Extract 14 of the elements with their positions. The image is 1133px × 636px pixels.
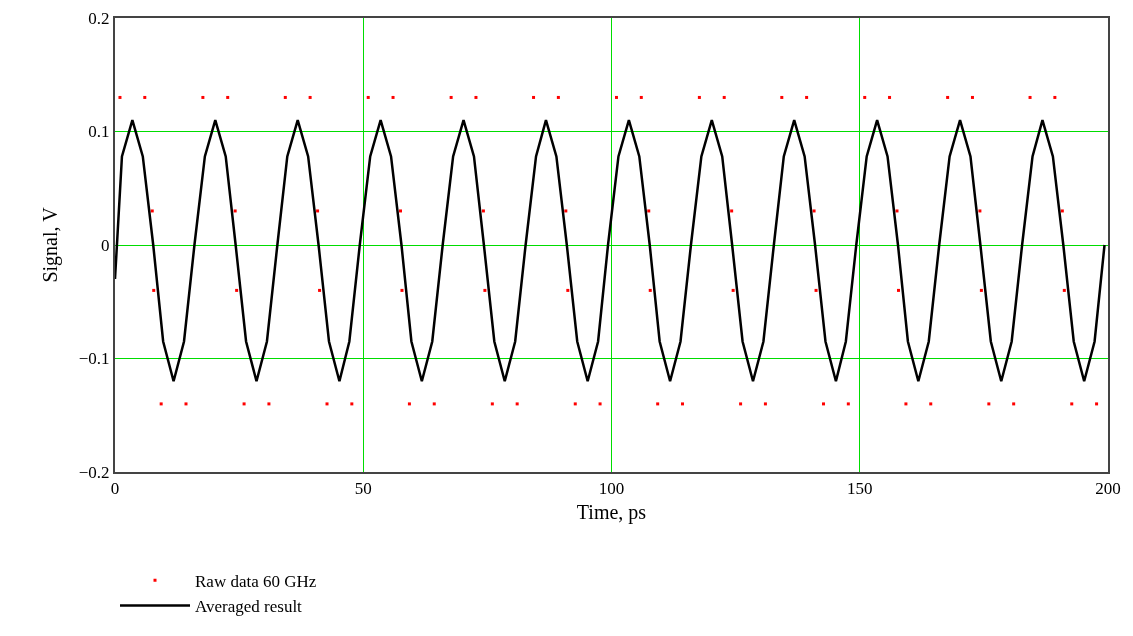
x-tick-label: 150 <box>847 479 873 499</box>
x-tick-label: 200 <box>1095 479 1121 499</box>
legend-label: Averaged result <box>195 597 303 617</box>
x-tick-label: 100 <box>598 479 625 499</box>
y-tick-label: 0 <box>101 235 110 255</box>
y-tick-label: −0.2 <box>78 462 110 482</box>
y-tick-label: 0.1 <box>88 122 110 142</box>
line-series <box>115 118 1106 383</box>
y-tick-label: −0.1 <box>78 349 110 369</box>
y-axis-title: Signal, V <box>38 206 62 283</box>
x-tick-label: 50 <box>354 479 372 499</box>
y-tick-label: 0.2 <box>88 8 110 28</box>
x-axis-title: Time, ps <box>576 501 647 525</box>
legend-label: Raw data 60 GHz <box>195 571 317 591</box>
